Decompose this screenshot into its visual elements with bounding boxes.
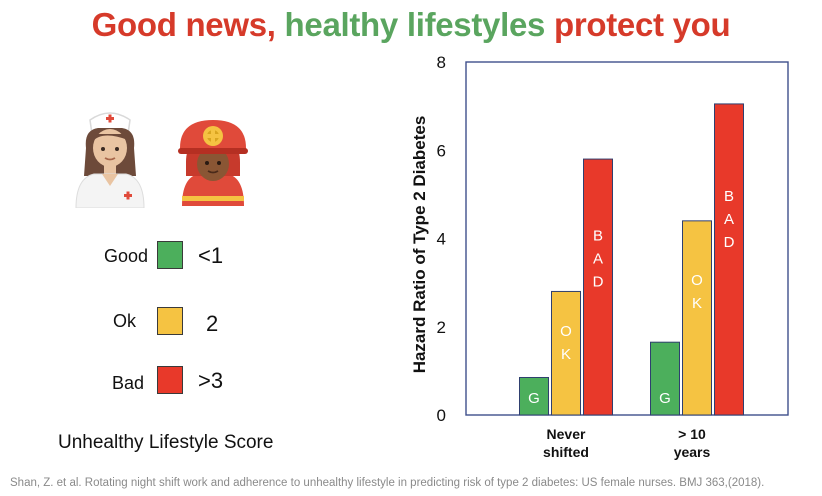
legend-value-bad: >3 [198, 368, 224, 393]
x-tick-label-1-0: > 10 [678, 426, 706, 442]
x-tick-label-1-1: years [674, 444, 711, 460]
legend-swatch-ok [157, 307, 183, 335]
nurse-icon [75, 112, 145, 208]
title-part-good-news: Good news, [91, 6, 285, 43]
bar-bad-0 [583, 158, 613, 416]
legend-label-ok: Ok [112, 311, 136, 331]
x-tick-label-0-0: Never [547, 426, 586, 442]
bar-label-ok-1-1: K [692, 295, 702, 312]
bar-label-bad-0-1: A [593, 251, 603, 268]
legend-swatch-good [157, 241, 183, 269]
y-tick-label-0: 0 [437, 406, 446, 425]
bar-good-1 [650, 341, 680, 416]
legend-title: Unhealthy Lifestyle Score [58, 432, 274, 453]
bar-label-bad-1-2: D [724, 234, 735, 251]
title-part-healthy-lifestyles: healthy lifestyles [284, 6, 546, 43]
bar-label-bad-1-0: B [724, 188, 734, 205]
y-tick-label-6: 6 [437, 141, 446, 160]
y-tick-label-4: 4 [437, 230, 446, 249]
bar-label-bad-0-2: D [593, 274, 604, 291]
title-part-protect-you: protect you [545, 6, 731, 43]
firefighter-icon [178, 120, 248, 206]
bar-good-0 [519, 376, 549, 416]
bar-bad-1 [714, 103, 744, 416]
legend-value-good: <1 [198, 243, 224, 268]
bar-label-good-0-0: G [528, 390, 540, 407]
legend-label-bad: Bad [111, 373, 144, 393]
y-tick-label-8: 8 [437, 53, 446, 72]
bar-label-good-1-0: G [659, 390, 671, 407]
legend-value-ok: 2 [206, 311, 219, 336]
citation: Shan, Z. et al. Rotating night shift wor… [10, 477, 765, 489]
bar-ok-1 [682, 220, 712, 416]
bar-label-ok-1-0: O [691, 272, 703, 289]
plot-frame [465, 61, 789, 416]
bar-label-bad-1-1: A [724, 211, 734, 228]
legend-label-good: Good [103, 246, 148, 266]
bar-label-ok-0-0: O [560, 323, 572, 340]
x-tick-label-0-1: shifted [543, 444, 589, 460]
legend-swatch-bad [157, 366, 183, 394]
bar-label-bad-0-0: B [593, 228, 603, 245]
bar-label-ok-0-1: K [561, 346, 571, 363]
bar-ok-0 [551, 290, 581, 416]
y-tick-label-2: 2 [437, 318, 446, 337]
y-axis-label: Hazard Ratio of Type 2 Diabetes [410, 116, 429, 374]
page-title: Good news, healthy lifestyles protect yo… [0, 6, 822, 44]
